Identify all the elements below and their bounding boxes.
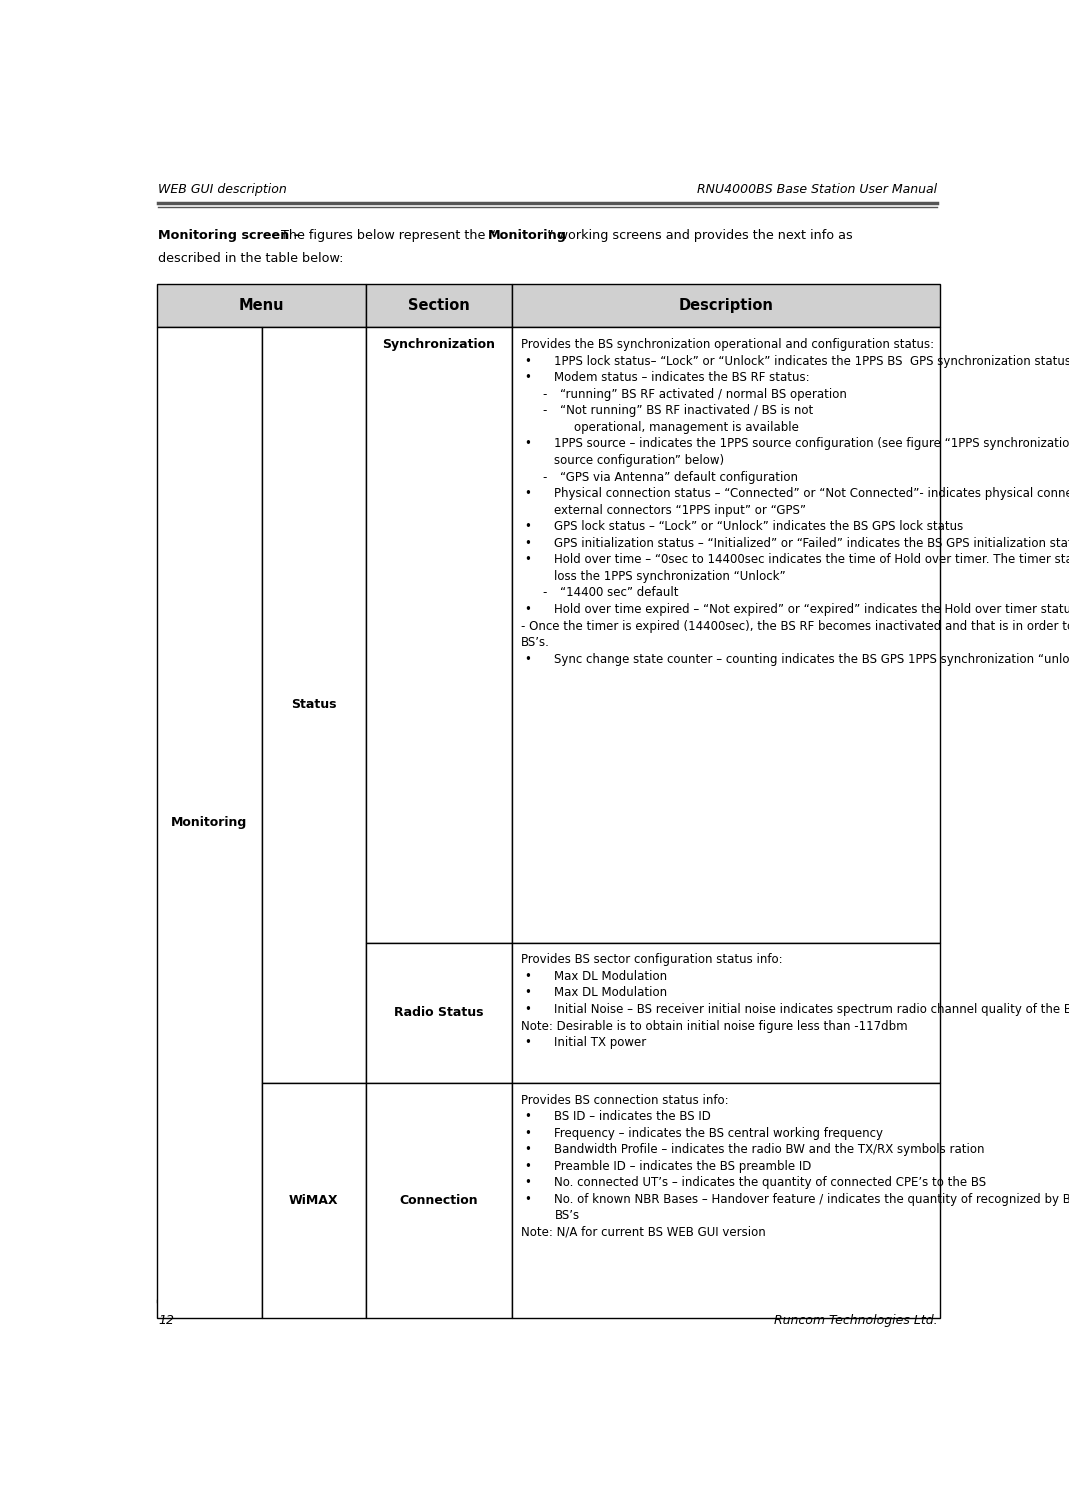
Text: Monitoring screen –: Monitoring screen –	[158, 229, 305, 242]
Text: •: •	[524, 1143, 531, 1156]
Text: Monitoring: Monitoring	[171, 815, 247, 829]
Bar	[512, 1083, 940, 1318]
Bar	[157, 326, 262, 1318]
Text: Hold over time – “0sec to 14400sec indicates the time of Hold over timer. The ti: Hold over time – “0sec to 14400sec indic…	[555, 554, 1069, 567]
Text: WiMAX: WiMAX	[289, 1194, 339, 1207]
Text: •: •	[524, 1159, 531, 1173]
Bar	[262, 1083, 366, 1318]
Text: Initial Noise – BS receiver initial noise indicates spectrum radio channel quali: Initial Noise – BS receiver initial nois…	[555, 1002, 1069, 1016]
Text: •: •	[524, 437, 531, 450]
Text: 1PPS lock status– “Lock” or “Unlock” indicates the 1PPS BS  GPS synchronization : 1PPS lock status– “Lock” or “Unlock” ind…	[555, 355, 1069, 368]
Text: •: •	[524, 969, 531, 983]
Text: Frequency – indicates the BS central working frequency: Frequency – indicates the BS central wor…	[555, 1126, 883, 1140]
Text: described in the table below:: described in the table below:	[158, 251, 344, 265]
Text: Menu: Menu	[238, 298, 284, 313]
Text: No. of known NBR Bases – Handover feature / indicates the quantity of recognized: No. of known NBR Bases – Handover featur…	[555, 1192, 1069, 1206]
Text: Sync change state counter – counting indicates the BS GPS 1PPS synchronization “: Sync change state counter – counting ind…	[555, 652, 1069, 666]
Text: •: •	[524, 1037, 531, 1049]
Text: “Not running” BS RF inactivated / BS is not: “Not running” BS RF inactivated / BS is …	[560, 404, 814, 417]
Text: •: •	[524, 603, 531, 616]
Text: Note: Desirable is to obtain initial noise figure less than -117dbm: Note: Desirable is to obtain initial noi…	[521, 1020, 908, 1032]
Bar	[512, 942, 940, 1083]
Text: •: •	[524, 488, 531, 500]
Text: GPS initialization status – “Initialized” or “Failed” indicates the BS GPS initi: GPS initialization status – “Initialized…	[555, 537, 1069, 551]
Text: •: •	[524, 521, 531, 533]
Text: -: -	[543, 387, 547, 401]
Text: GPS lock status – “Lock” or “Unlock” indicates the BS GPS lock status: GPS lock status – “Lock” or “Unlock” ind…	[555, 521, 963, 533]
Text: “14400 sec” default: “14400 sec” default	[560, 586, 679, 600]
Text: •: •	[524, 355, 531, 368]
Text: Preamble ID – indicates the BS preamble ID: Preamble ID – indicates the BS preamble …	[555, 1159, 811, 1173]
Text: The figures below represent the “: The figures below represent the “	[281, 229, 496, 242]
Text: Section: Section	[408, 298, 470, 313]
Text: -: -	[543, 404, 547, 417]
Bar	[512, 326, 940, 942]
Text: 12: 12	[158, 1313, 174, 1327]
Text: WEB GUI description: WEB GUI description	[158, 183, 288, 196]
Text: No. connected UT’s – indicates the quantity of connected CPE’s to the BS: No. connected UT’s – indicates the quant…	[555, 1176, 987, 1189]
Text: operational, management is available: operational, management is available	[574, 420, 799, 434]
Bar	[366, 1083, 512, 1318]
Text: Provides the BS synchronization operational and configuration status:: Provides the BS synchronization operatio…	[521, 338, 934, 352]
Text: Max DL Modulation: Max DL Modulation	[555, 969, 667, 983]
Text: -: -	[543, 586, 547, 600]
Text: loss the 1PPS synchronization “Unlock”: loss the 1PPS synchronization “Unlock”	[555, 570, 786, 583]
Text: Bandwidth Profile – indicates the radio BW and the TX/RX symbols ration: Bandwidth Profile – indicates the radio …	[555, 1143, 985, 1156]
Text: ” working screens and provides the next info as: ” working screens and provides the next …	[547, 229, 853, 242]
Text: external connectors “1PPS input” or “GPS”: external connectors “1PPS input” or “GPS…	[555, 504, 806, 516]
Text: Synchronization: Synchronization	[383, 338, 495, 352]
Text: Provides BS connection status info:: Provides BS connection status info:	[521, 1094, 729, 1107]
Text: - Once the timer is expired (14400sec), the BS RF becomes inactivated and that i: - Once the timer is expired (14400sec), …	[521, 619, 1069, 633]
Text: Hold over time expired – “Not expired” or “expired” indicates the Hold over time: Hold over time expired – “Not expired” o…	[555, 603, 1069, 616]
Text: RNU4000BS Base Station User Manual: RNU4000BS Base Station User Manual	[697, 183, 938, 196]
Text: BS’s.: BS’s.	[521, 636, 549, 649]
Text: Status: Status	[291, 699, 337, 711]
Bar	[366, 326, 512, 942]
Text: •: •	[524, 652, 531, 666]
Text: Note: N/A for current BS WEB GUI version: Note: N/A for current BS WEB GUI version	[521, 1225, 765, 1239]
Text: Connection: Connection	[400, 1194, 478, 1207]
Text: •: •	[524, 1192, 531, 1206]
Text: BS’s: BS’s	[555, 1209, 579, 1222]
Text: source configuration” below): source configuration” below)	[555, 453, 725, 467]
Bar	[366, 284, 512, 326]
Text: •: •	[524, 537, 531, 551]
Text: -: -	[543, 471, 547, 483]
Text: •: •	[524, 986, 531, 999]
Text: •: •	[524, 554, 531, 567]
Bar	[262, 326, 366, 1083]
Text: “GPS via Antenna” default configuration: “GPS via Antenna” default configuration	[560, 471, 797, 483]
Text: •: •	[524, 1002, 531, 1016]
Text: •: •	[524, 1110, 531, 1123]
Text: BS ID – indicates the BS ID: BS ID – indicates the BS ID	[555, 1110, 711, 1123]
Text: •: •	[524, 1176, 531, 1189]
Text: 1PPS source – indicates the 1PPS source configuration (see figure “1PPS synchron: 1PPS source – indicates the 1PPS source …	[555, 437, 1069, 450]
Bar	[157, 284, 366, 326]
Text: •: •	[524, 1126, 531, 1140]
Text: •: •	[524, 371, 531, 384]
Text: Max DL Modulation: Max DL Modulation	[555, 986, 667, 999]
Text: Monitoring: Monitoring	[487, 229, 567, 242]
Bar	[366, 942, 512, 1083]
Text: Modem status – indicates the BS RF status:: Modem status – indicates the BS RF statu…	[555, 371, 810, 384]
Text: Initial TX power: Initial TX power	[555, 1037, 647, 1049]
Bar	[512, 284, 940, 326]
Text: “running” BS RF activated / normal BS operation: “running” BS RF activated / normal BS op…	[560, 387, 847, 401]
Text: Physical connection status – “Connected” or “Not Connected”- indicates physical : Physical connection status – “Connected”…	[555, 488, 1069, 500]
Text: Runcom Technologies Ltd.: Runcom Technologies Ltd.	[774, 1313, 938, 1327]
Text: Description: Description	[679, 298, 773, 313]
Text: Radio Status: Radio Status	[394, 1007, 484, 1019]
Text: Provides BS sector configuration status info:: Provides BS sector configuration status …	[521, 953, 783, 966]
